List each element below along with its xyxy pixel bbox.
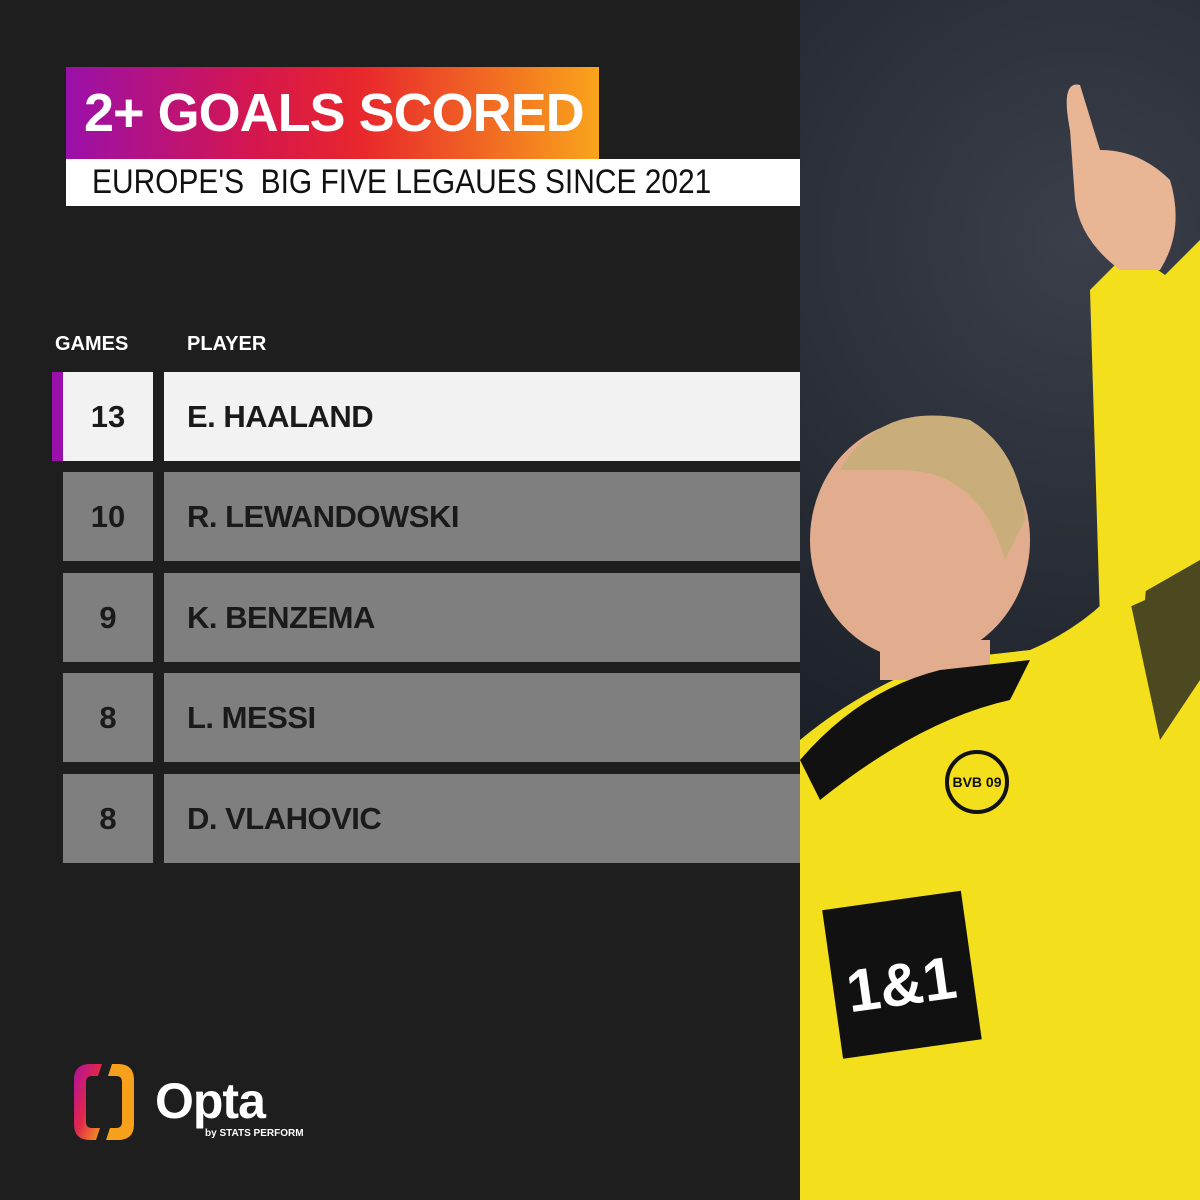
table-row: 9 K. BENZEMA <box>52 573 800 662</box>
player-cell: L. MESSI <box>164 673 800 762</box>
games-cell: 8 <box>63 774 153 863</box>
player-cell: D. VLAHOVIC <box>164 774 800 863</box>
games-cell: 8 <box>63 673 153 762</box>
brand-tagline: by STATS PERFORM <box>205 1128 304 1139</box>
player-cell: R. LEWANDOWSKI <box>164 472 800 561</box>
title-banner: 2+ GOALS SCORED <box>66 67 599 159</box>
sponsor-text: 1&1 <box>842 944 960 1026</box>
opta-logo-icon <box>72 1062 136 1147</box>
badge-text: BVB 09 <box>952 774 1001 790</box>
table-row: 10 R. LEWANDOWSKI <box>52 472 800 561</box>
games-cell: 9 <box>63 573 153 662</box>
highlight-accent <box>52 372 63 461</box>
column-header-player: PLAYER <box>187 333 267 355</box>
subtitle-banner: EUROPE'S BIG FIVE LEGAUES SINCE 2021 <box>66 159 814 206</box>
games-cell: 13 <box>63 372 153 461</box>
player-photo: 1&1 BVB 09 <box>800 0 1200 1200</box>
bvb-badge: BVB 09 <box>945 750 1009 814</box>
brand-name: Opta <box>155 1073 266 1129</box>
games-cell: 10 <box>63 472 153 561</box>
sponsor-logo: 1&1 <box>822 890 982 1059</box>
table-row: 8 D. VLAHOVIC <box>52 774 800 863</box>
table-row: 13 E. HAALAND <box>52 372 800 461</box>
table-row: 8 L. MESSI <box>52 673 800 762</box>
player-cell: K. BENZEMA <box>164 573 800 662</box>
column-header-games: GAMES <box>55 333 129 355</box>
subtitle-text: EUROPE'S BIG FIVE LEGAUES SINCE 2021 <box>92 163 712 201</box>
player-cell: E. HAALAND <box>164 372 800 461</box>
